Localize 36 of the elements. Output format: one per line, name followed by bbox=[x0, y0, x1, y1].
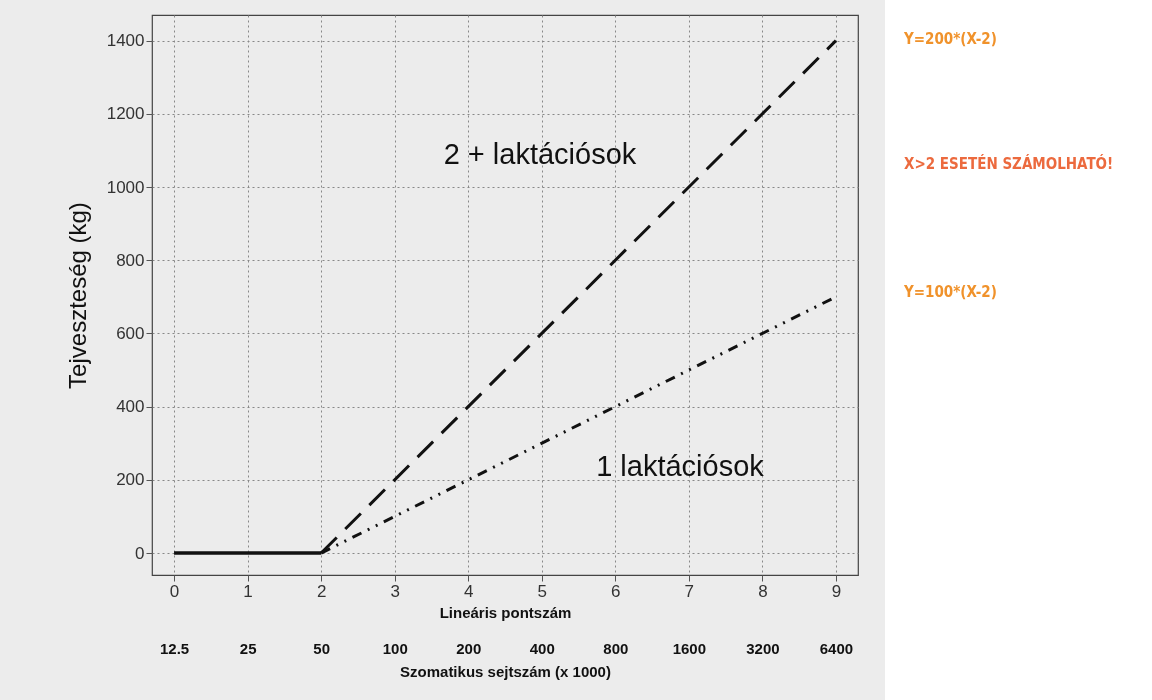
x-tick-label: 1 bbox=[243, 581, 253, 601]
y-tick-label: 800 bbox=[116, 250, 145, 270]
x-tick-label: 7 bbox=[684, 581, 695, 601]
x-tick-label: 3 bbox=[390, 581, 400, 601]
y-tick-label: 1000 bbox=[106, 177, 145, 197]
y-axis-title: Tejveszteség (kg) bbox=[63, 202, 91, 389]
x-tick-label: 9 bbox=[831, 581, 842, 601]
x-tick-label: 8 bbox=[758, 581, 768, 601]
x2-tick-label: 400 bbox=[529, 639, 555, 657]
x2-tick-label: 800 bbox=[603, 639, 629, 657]
x-tick-label: 6 bbox=[611, 581, 621, 601]
y-tick-label: 1400 bbox=[106, 31, 145, 51]
x-tick-label: 4 bbox=[463, 581, 474, 601]
text: X>2 ESETÉN SZÁMOLHATÓ! bbox=[904, 155, 1114, 173]
x2-tick-label: 50 bbox=[313, 639, 331, 657]
annotation: 2 + laktációsok bbox=[443, 138, 637, 170]
x2-tick-label: 3200 bbox=[746, 639, 780, 657]
x2-tick-label: 200 bbox=[456, 639, 482, 657]
x2-tick-label: 12.5 bbox=[159, 639, 190, 657]
y-tick-label: 1200 bbox=[106, 104, 145, 124]
x2-tick-label: 6400 bbox=[819, 639, 854, 657]
x2-tick-label: 100 bbox=[382, 639, 408, 657]
y-tick-label: 0 bbox=[135, 543, 145, 563]
text: Y=100*(X-2) bbox=[904, 283, 997, 301]
x-tick-label: 0 bbox=[169, 581, 180, 601]
text: Y=200*(X-2) bbox=[904, 30, 997, 48]
y-tick-label: 200 bbox=[116, 470, 145, 490]
x2-axis-title: Szomatikus sejtszám (x 1000) bbox=[400, 662, 611, 680]
y-tick-label: 600 bbox=[116, 323, 145, 343]
y-tick-label: 400 bbox=[116, 397, 145, 417]
x2-tick-label: 1600 bbox=[672, 639, 707, 657]
x-axis-title: Lineáris pontszám bbox=[439, 603, 572, 621]
x-tick-label: 5 bbox=[537, 581, 548, 601]
x-tick-label: 2 bbox=[316, 581, 327, 601]
annotation: 1 laktációsok bbox=[596, 450, 765, 482]
x2-tick-label: 25 bbox=[239, 639, 257, 657]
